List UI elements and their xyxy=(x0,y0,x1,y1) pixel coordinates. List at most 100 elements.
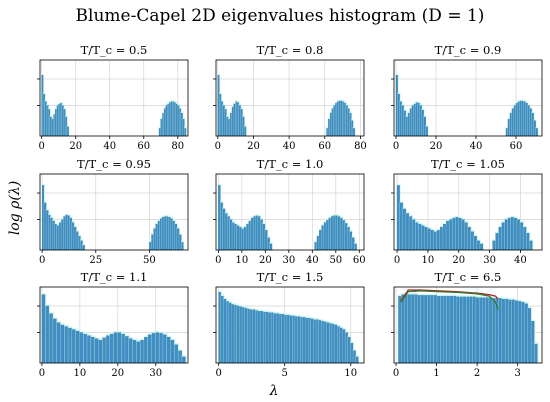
histogram-bar xyxy=(502,299,506,364)
x-tick-label: 20 xyxy=(430,141,443,152)
histogram-bar xyxy=(273,313,277,364)
histogram-bar xyxy=(313,319,317,364)
histogram-bar xyxy=(184,128,187,137)
histogram-bar xyxy=(333,215,336,251)
x-tick-label: 60 xyxy=(318,141,331,152)
histogram-bar xyxy=(401,105,404,137)
x-tick-label: 40 xyxy=(306,255,319,266)
histogram-bar xyxy=(459,296,463,364)
histogram-bar xyxy=(166,337,171,364)
histogram-bar xyxy=(507,217,511,251)
histogram-bar xyxy=(113,332,118,364)
histogram-bar xyxy=(519,100,522,137)
histogram-bar xyxy=(80,240,83,251)
histogram-bar xyxy=(223,299,227,364)
histogram-bar xyxy=(159,218,163,251)
histogram-bar xyxy=(355,356,359,364)
histogram-bar xyxy=(149,242,152,251)
histogram-bar xyxy=(52,220,55,251)
histogram-bar xyxy=(467,227,471,251)
histogram-bar xyxy=(517,101,520,137)
histogram-bar xyxy=(446,220,450,251)
x-tick-label: 0 xyxy=(394,255,400,266)
histogram-bar xyxy=(470,231,474,251)
histogram-bar xyxy=(236,305,240,364)
histogram-bar xyxy=(508,299,512,364)
histogram-bar xyxy=(498,227,502,251)
histogram-bar xyxy=(523,101,526,137)
histogram-bar xyxy=(405,116,408,137)
histogram-bar xyxy=(65,214,68,251)
axes-frame xyxy=(39,173,189,251)
subplot-title: T/T_c = 1.5 xyxy=(257,270,324,284)
histogram-bar xyxy=(403,208,406,251)
histogram-bar xyxy=(326,322,330,364)
histogram-bar xyxy=(303,317,306,364)
x-tick-label: 40 xyxy=(470,141,483,152)
histogram-bar xyxy=(521,302,525,364)
histogram-bar xyxy=(323,222,327,251)
histogram-bar xyxy=(239,306,243,364)
histogram-bar xyxy=(525,103,528,137)
x-tick-label: 80 xyxy=(354,141,367,152)
histogram-bar xyxy=(48,214,51,251)
histogram-bar xyxy=(450,295,454,364)
histogram-bar xyxy=(117,332,122,364)
x-tick-label: 60 xyxy=(510,141,523,152)
histogram-bar xyxy=(421,225,425,251)
histogram-bar xyxy=(418,224,422,251)
histogram-bar xyxy=(234,305,237,364)
histogram-bar xyxy=(421,110,424,137)
x-tick-label: 30 xyxy=(149,368,162,379)
histogram-bar xyxy=(41,294,46,364)
subplot-title: T/T_c = 6.5 xyxy=(435,270,502,284)
histogram-bar xyxy=(218,185,221,251)
axes-frame xyxy=(215,173,365,251)
subplot-grid: T/T_c = 0.50 20 40 60 80T/T_c = 0.80 20 40 60 80… xyxy=(37,43,543,379)
histogram-bar xyxy=(157,220,160,251)
histogram-bar xyxy=(415,102,418,137)
histogram-bar xyxy=(464,222,468,251)
histogram-bar xyxy=(241,228,244,251)
histogram-bar xyxy=(166,216,169,251)
histogram-bar xyxy=(397,94,400,137)
histogram-bar xyxy=(411,105,414,137)
histogram-bar xyxy=(63,216,66,251)
histogram-bar xyxy=(82,245,85,251)
histogram-bar xyxy=(350,343,354,364)
histogram-bar xyxy=(521,100,524,137)
histogram-bar xyxy=(242,307,245,364)
histogram-bar xyxy=(162,217,165,251)
histogram-bar xyxy=(430,230,434,251)
x-tick-label: 2 xyxy=(474,368,480,379)
histogram-bar xyxy=(511,217,514,251)
subplot-title: T/T_c = 1.1 xyxy=(81,270,148,284)
histogram-bar xyxy=(232,222,235,251)
x-tick-label: 0 xyxy=(215,255,221,266)
histogram-bar xyxy=(59,222,62,251)
histogram-bar xyxy=(144,337,148,364)
subplot-title: T/T_c = 1.0 xyxy=(257,157,324,171)
histogram-bar xyxy=(477,240,480,251)
x-tick-label: 0 xyxy=(393,141,399,152)
histogram-bar xyxy=(295,316,298,364)
histogram-bar xyxy=(531,113,534,137)
histogram-bar xyxy=(342,329,346,364)
histogram-bar xyxy=(268,312,272,364)
histogram-bar xyxy=(338,216,341,251)
histogram-bar xyxy=(329,323,332,364)
histogram-bar xyxy=(524,303,528,364)
histogram-bar xyxy=(414,294,418,364)
histogram-bar xyxy=(221,295,224,364)
x-tick-label: 20 xyxy=(452,255,465,266)
histogram-bar xyxy=(495,233,499,251)
histogram-bar xyxy=(345,223,348,251)
histogram-bar xyxy=(300,317,303,364)
histogram-bar xyxy=(250,309,253,364)
histogram-bar xyxy=(403,110,406,137)
histogram-bar xyxy=(46,210,49,251)
histogram-bar xyxy=(110,333,114,364)
histogram-bar xyxy=(94,338,99,364)
x-tick-label: 40 xyxy=(283,141,296,152)
histogram-bar xyxy=(529,240,533,251)
